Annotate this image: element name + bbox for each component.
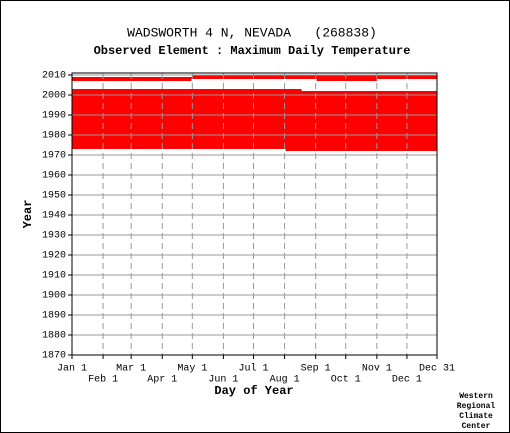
y-tick-label: 1880 bbox=[42, 331, 66, 342]
x-tick-label: Jul 1 bbox=[238, 363, 268, 375]
x-tick-label: Aug 1 bbox=[270, 375, 300, 386]
x-tick-label: Jun 1 bbox=[208, 375, 238, 386]
data-span bbox=[316, 79, 377, 81]
x-axis-label: Day of Year bbox=[214, 384, 293, 398]
x-tick-label: Feb 1 bbox=[88, 374, 118, 386]
y-tick-label: 1980 bbox=[42, 131, 66, 142]
chart-title: WADSWORTH 4 N, NEVADA (268838) bbox=[127, 25, 377, 40]
x-tick-label: Mar 1 bbox=[116, 364, 146, 375]
y-tick-label: 1910 bbox=[42, 271, 66, 282]
credit: Regional bbox=[457, 402, 496, 411]
data-span bbox=[72, 79, 192, 81]
y-tick-label: 1890 bbox=[42, 311, 66, 322]
y-tick-label: 1900 bbox=[42, 291, 66, 302]
x-tick-label: Sep 1 bbox=[301, 364, 331, 375]
credit: Western bbox=[459, 392, 493, 401]
y-tick-label: 2010 bbox=[42, 71, 66, 82]
y-tick-label: 1870 bbox=[42, 351, 66, 362]
data-span bbox=[192, 75, 437, 77]
credit: Climate bbox=[459, 412, 493, 421]
chart-subtitle: Observed Element : Maximum Daily Tempera… bbox=[94, 44, 411, 58]
data-span bbox=[72, 89, 302, 91]
x-tick-label: Apr 1 bbox=[147, 375, 177, 386]
y-tick-label: 1950 bbox=[42, 191, 66, 202]
x-tick-label: May 1 bbox=[177, 364, 207, 375]
x-tick-label: Oct 1 bbox=[331, 375, 361, 386]
y-tick-label: 1960 bbox=[42, 171, 66, 182]
x-tick-label: Dec 31 bbox=[419, 364, 455, 375]
data-span bbox=[285, 149, 437, 151]
y-tick-label: 1940 bbox=[42, 211, 66, 222]
y-tick-label: 1920 bbox=[42, 251, 66, 262]
data-span bbox=[72, 77, 437, 79]
y-tick-label: 1970 bbox=[42, 151, 66, 162]
credit: Center bbox=[462, 422, 491, 431]
x-tick-label: Dec 1 bbox=[392, 375, 422, 386]
y-tick-label: 1990 bbox=[42, 111, 66, 122]
x-tick-label: Jan 1 bbox=[57, 364, 87, 375]
data-span bbox=[72, 91, 437, 149]
y-axis-label: Year bbox=[21, 200, 35, 229]
y-tick-label: 2000 bbox=[42, 91, 66, 102]
y-tick-label: 1930 bbox=[42, 231, 66, 242]
x-tick-label: Nov 1 bbox=[362, 364, 392, 375]
plot-border bbox=[71, 72, 438, 356]
